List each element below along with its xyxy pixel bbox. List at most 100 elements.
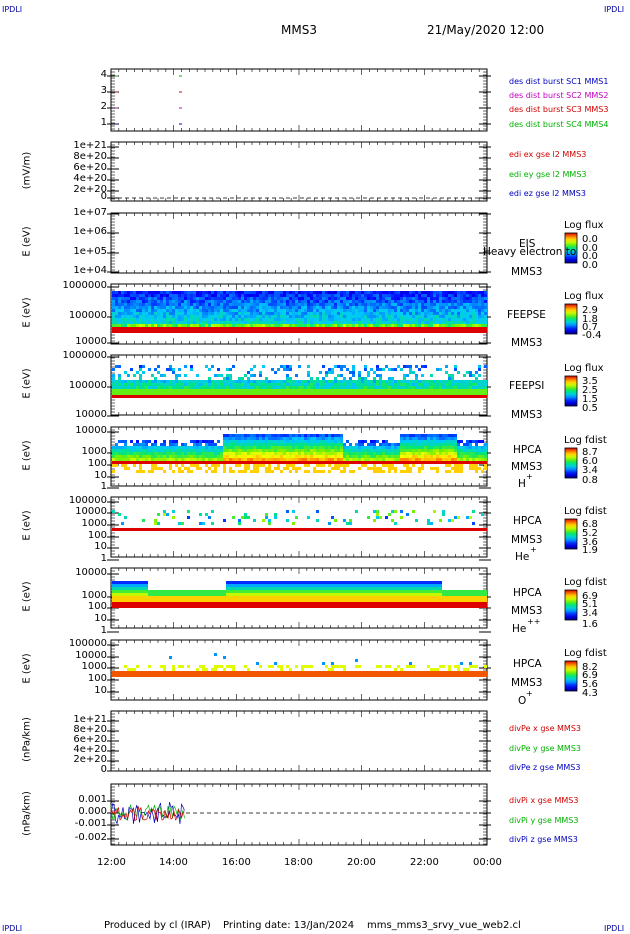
pixel <box>295 434 298 437</box>
pixel <box>244 443 247 446</box>
pixel <box>283 434 286 437</box>
pixel <box>160 374 163 377</box>
pixel <box>172 315 175 318</box>
pixel <box>142 461 145 464</box>
pixel <box>331 321 334 324</box>
pixel <box>163 306 166 309</box>
pixel <box>334 383 337 386</box>
pixel <box>136 371 139 374</box>
pixel <box>229 449 232 452</box>
pixel <box>130 291 133 294</box>
pixel <box>235 330 238 333</box>
pixel <box>202 312 205 315</box>
pixel <box>325 324 328 327</box>
pixel <box>457 327 460 330</box>
pixel <box>133 318 136 321</box>
pixel <box>166 312 169 315</box>
pixel <box>175 464 178 467</box>
pixel <box>451 318 454 321</box>
pixel <box>205 303 208 306</box>
pixel <box>457 303 460 306</box>
pixel <box>289 297 292 300</box>
panel-frame <box>110 212 488 274</box>
pixel <box>397 327 400 330</box>
pixel <box>337 365 340 368</box>
pixel <box>148 330 151 333</box>
pixel <box>268 434 271 437</box>
pixel <box>379 309 382 312</box>
pixel <box>361 303 364 306</box>
pixel <box>370 368 373 371</box>
pixel <box>310 392 313 395</box>
pixel <box>157 392 160 395</box>
pixel <box>310 461 313 464</box>
pixel <box>259 458 262 461</box>
pixel <box>310 315 313 318</box>
pixel <box>193 324 196 327</box>
pixel <box>298 461 301 464</box>
pixel <box>412 312 415 315</box>
pixel <box>169 440 172 443</box>
pixel <box>343 389 346 392</box>
pixel <box>322 297 325 300</box>
pixel <box>430 392 433 395</box>
pixel <box>136 461 139 464</box>
pixel <box>232 395 235 398</box>
pixel <box>136 324 139 327</box>
pixel <box>340 365 343 368</box>
pixel <box>202 324 205 327</box>
pixel <box>163 315 166 318</box>
pixel <box>475 297 478 300</box>
pixel <box>385 306 388 309</box>
pixel <box>367 374 370 377</box>
pixel <box>223 330 226 333</box>
pixel <box>475 291 478 294</box>
pixel <box>160 315 163 318</box>
pixel <box>274 458 277 461</box>
pixel <box>211 383 214 386</box>
pixel <box>271 443 274 446</box>
pixel <box>433 386 436 389</box>
pixel <box>478 327 481 330</box>
pixel <box>322 389 325 392</box>
pixel <box>232 303 235 306</box>
pixel <box>364 324 367 327</box>
pixel <box>178 321 181 324</box>
pixel <box>298 300 301 303</box>
pixel <box>163 380 166 383</box>
pixel <box>250 437 253 440</box>
pixel <box>211 291 214 294</box>
pixel <box>202 446 205 449</box>
pixel <box>169 315 172 318</box>
pixel <box>292 306 295 309</box>
pixel <box>403 392 406 395</box>
pixel <box>394 300 397 303</box>
pixel <box>160 297 163 300</box>
pixel <box>208 315 211 318</box>
pixel <box>247 389 250 392</box>
pixel <box>484 306 487 309</box>
pixel <box>178 324 181 327</box>
pixel <box>190 464 193 467</box>
pixel <box>406 306 409 309</box>
pixel <box>217 380 220 383</box>
pixel <box>451 392 454 395</box>
pixel <box>271 303 274 306</box>
pixel <box>241 312 244 315</box>
pixel <box>118 374 121 377</box>
pixel <box>382 312 385 315</box>
pixel <box>166 330 169 333</box>
pixel <box>385 297 388 300</box>
pixel <box>433 383 436 386</box>
pixel <box>244 374 247 377</box>
pixel <box>313 306 316 309</box>
pixel <box>121 321 124 324</box>
pixel <box>139 446 142 449</box>
pixel <box>364 306 367 309</box>
pixel <box>139 318 142 321</box>
pixel <box>145 383 148 386</box>
pixel <box>112 383 115 386</box>
pixel <box>349 315 352 318</box>
pixel <box>277 321 280 324</box>
pixel <box>190 386 193 389</box>
